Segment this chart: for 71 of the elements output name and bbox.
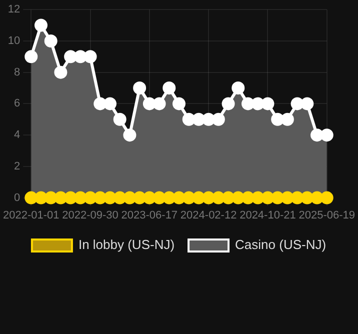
point — [133, 191, 146, 204]
y-tick-label: 4 — [14, 129, 20, 142]
y-tick-label: 0 — [14, 192, 20, 204]
point — [24, 50, 38, 64]
point — [242, 97, 255, 110]
point — [261, 97, 274, 110]
point — [34, 191, 48, 204]
point — [222, 97, 235, 110]
point — [74, 191, 87, 204]
point — [182, 191, 196, 204]
x-tick-label: 2022-09-30 — [62, 209, 118, 222]
point — [310, 191, 324, 204]
point — [212, 112, 225, 126]
point — [320, 128, 334, 142]
x-tick-label: 2024-10-21 — [240, 209, 296, 222]
y-tick-label: 8 — [14, 66, 20, 78]
point — [103, 97, 116, 110]
point — [152, 191, 166, 204]
point — [251, 97, 264, 110]
point — [74, 50, 87, 64]
point — [94, 97, 107, 110]
point — [44, 34, 58, 48]
point — [290, 191, 304, 204]
y-tick-label: 12 — [8, 4, 20, 16]
point — [242, 191, 255, 204]
point — [162, 82, 176, 95]
point — [290, 97, 304, 110]
point — [192, 191, 206, 204]
point — [113, 191, 126, 204]
point — [202, 112, 216, 126]
point — [182, 112, 196, 126]
point — [222, 191, 235, 204]
point — [212, 191, 225, 204]
point — [123, 128, 136, 142]
point — [251, 191, 264, 204]
point — [271, 112, 284, 126]
legend-label: Casino (US-NJ) — [235, 237, 326, 252]
x-tick-label: 2024-02-12 — [180, 209, 237, 222]
point — [64, 50, 78, 64]
y-tick-label: 10 — [8, 35, 20, 47]
point — [300, 97, 314, 110]
point — [232, 191, 245, 204]
x-tick-label: 2023-06-17 — [121, 209, 178, 222]
point — [44, 191, 58, 204]
point — [172, 191, 186, 204]
point — [64, 191, 78, 204]
point — [162, 191, 176, 204]
point — [34, 18, 48, 32]
point — [280, 112, 294, 126]
point — [94, 191, 107, 204]
point — [172, 97, 186, 110]
point — [123, 191, 136, 204]
point — [152, 97, 166, 110]
point — [54, 66, 68, 79]
point — [103, 191, 116, 204]
point — [84, 50, 97, 64]
point — [280, 191, 294, 204]
point — [54, 191, 68, 204]
x-tick-label: 2025-06-19 — [298, 209, 356, 222]
point — [310, 128, 324, 142]
x-tick-label: 2022-01-01 — [2, 209, 60, 222]
point — [133, 82, 146, 95]
point — [300, 191, 314, 204]
point — [232, 82, 245, 95]
legend-label: In lobby (US-NJ) — [78, 237, 175, 252]
y-tick-label: 2 — [14, 160, 20, 172]
y-tick-label: 6 — [14, 98, 20, 110]
point — [271, 191, 284, 204]
point — [142, 97, 156, 110]
point — [192, 112, 206, 126]
point — [113, 112, 126, 126]
